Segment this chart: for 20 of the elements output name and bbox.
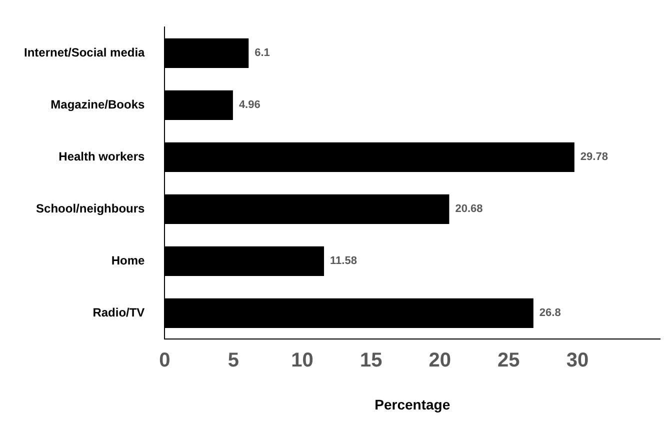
data-label: 26.8 <box>539 307 561 320</box>
data-label: 29.78 <box>580 151 608 164</box>
x-tick-label: 25 <box>498 350 520 372</box>
x-tick-label: 5 <box>228 350 240 372</box>
y-tick-label: Health workers <box>58 150 146 164</box>
x-axis-title: Percentage <box>374 396 450 412</box>
data-label: 4.96 <box>238 99 260 112</box>
y-tick-label: School/neighbours <box>36 202 146 216</box>
x-tick-label: 15 <box>360 350 382 372</box>
data-label: 6.1 <box>254 47 270 60</box>
y-tick-label: Home <box>111 254 146 268</box>
x-tick-label: 10 <box>291 350 314 372</box>
y-tick-label: Radio/TV <box>92 306 145 320</box>
x-tick-label: 30 <box>566 350 589 372</box>
data-label: 20.68 <box>455 203 483 216</box>
data-label: 11.58 <box>330 255 357 268</box>
y-tick-label: Internet/Social media <box>24 46 146 60</box>
x-tick-label: 20 <box>428 350 451 372</box>
y-tick-label: Magazine/Books <box>50 98 146 112</box>
x-tick-label: 0 <box>159 350 170 372</box>
